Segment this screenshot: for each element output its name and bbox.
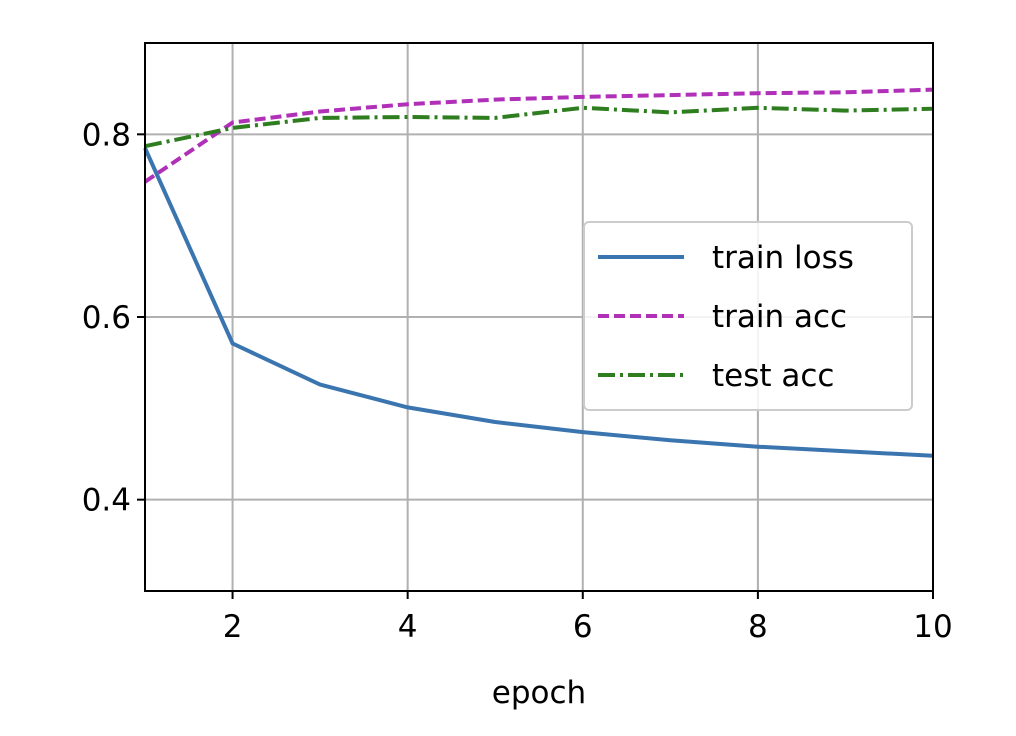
legend: train loss train acc test acc — [583, 221, 913, 411]
legend-box — [583, 221, 913, 411]
legend-label: train acc — [712, 299, 847, 335]
x-tick-label: 10 — [913, 609, 952, 645]
legend-label: train loss — [712, 240, 854, 276]
y-tick-label: 0.8 — [82, 117, 131, 153]
series-line-test-acc — [144, 105, 934, 149]
plot-area — [143, 87, 934, 458]
series-line-train-loss — [143, 147, 934, 458]
legend-label: test acc — [712, 358, 834, 394]
series-line-train-acc — [143, 87, 934, 184]
y-tick-label: 0.4 — [82, 483, 131, 519]
x-axis-label: epoch — [492, 675, 586, 711]
y-tick-label: 0.6 — [82, 300, 131, 336]
axis-ticks: 2 4 6 8 10 0.4 0.6 0.8 — [82, 117, 953, 645]
x-tick-label: 4 — [398, 609, 418, 645]
x-tick-label: 8 — [748, 609, 768, 645]
x-tick-label: 2 — [223, 609, 243, 645]
x-tick-label: 6 — [573, 609, 593, 645]
